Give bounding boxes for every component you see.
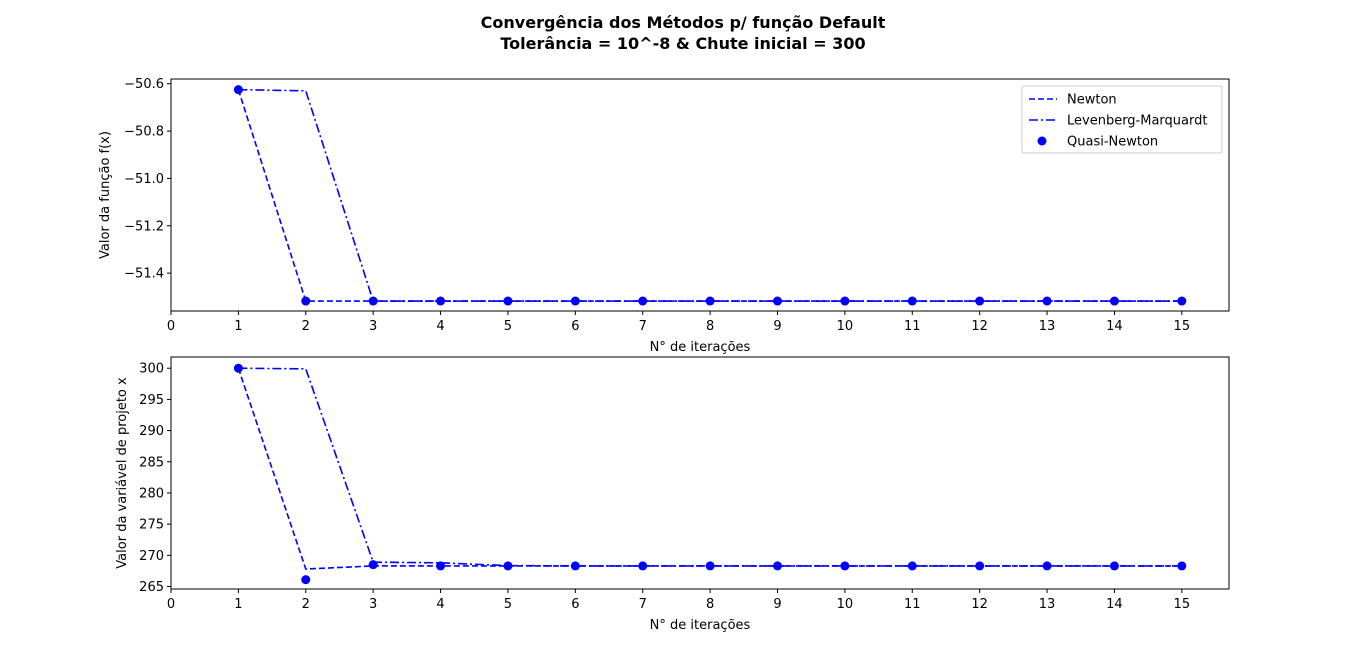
y-tick-label: 270 <box>139 549 164 564</box>
x-tick-label: 8 <box>706 319 714 334</box>
y-tick-label: 265 <box>139 580 164 595</box>
y-tick-label: −51.0 <box>124 172 164 187</box>
x-tick-label: 7 <box>639 319 647 334</box>
quasi-newton-marker <box>436 561 446 571</box>
x-axis-label: N° de iterações <box>650 618 751 633</box>
quasi-newton-marker <box>436 296 446 306</box>
x-tick-label: 2 <box>302 597 310 612</box>
quasi-newton-marker <box>975 296 985 306</box>
quasi-newton-marker <box>503 296 513 306</box>
x-tick-label: 13 <box>1039 597 1056 612</box>
quasi-newton-marker <box>705 561 715 571</box>
chart-legend: Newton Levenberg-Marquardt Quasi-Newton <box>1021 85 1223 154</box>
x-tick-label: 12 <box>971 597 988 612</box>
x-tick-label: 12 <box>971 319 988 334</box>
quasi-newton-marker <box>638 296 648 306</box>
quasi-newton-marker <box>1042 296 1052 306</box>
function-value-plot: 0 1 2 3 4 5 6 7 8 9 10 11 12 13 14 15−51.4−51.2−51.0−50… <box>98 77 1230 355</box>
y-tick-label: −51.2 <box>124 219 164 234</box>
x-tick-label: 11 <box>904 597 921 612</box>
x-tick-label: 1 <box>234 597 242 612</box>
x-tick-label: 3 <box>369 319 377 334</box>
x-tick-label: 1 <box>234 319 242 334</box>
x-tick-label: 9 <box>773 597 781 612</box>
x-tick-label: 7 <box>639 597 647 612</box>
figure-title-line2: Tolerância = 10^-8 & Chute inicial = 300 <box>500 34 865 53</box>
quasi-newton-marker <box>1109 296 1119 306</box>
quasi-newton-marker <box>233 85 243 95</box>
x-tick-label: 13 <box>1039 319 1056 334</box>
legend-label: Quasi-Newton <box>1067 135 1158 150</box>
quasi-newton-marker <box>840 561 850 571</box>
legend-label: Newton <box>1067 93 1117 108</box>
x-tick-label: 2 <box>302 319 310 334</box>
x-tick-label: 4 <box>436 319 444 334</box>
x-tick-label: 5 <box>504 597 512 612</box>
x-tick-label: 0 <box>167 319 175 334</box>
levenberg-marquardt-line <box>238 367 1182 567</box>
y-tick-label: −50.6 <box>124 77 164 92</box>
quasi-newton-marker <box>503 561 513 571</box>
quasi-newton-marker <box>368 296 378 306</box>
x-tick-label: 14 <box>1106 597 1123 612</box>
figure-title-line1: Convergência dos Métodos p/ função Defau… <box>481 13 886 32</box>
quasi-newton-marker <box>772 561 782 571</box>
quasi-newton-marker <box>1109 561 1119 571</box>
y-tick-label: −51.4 <box>124 267 164 282</box>
y-tick-label: 280 <box>139 486 164 501</box>
y-axis-label: Valor da função f(x) <box>98 131 113 259</box>
x-tick-label: 10 <box>837 597 854 612</box>
x-tick-label: 15 <box>1174 597 1191 612</box>
quasi-newton-marker <box>638 561 648 571</box>
y-tick-label: 295 <box>139 393 164 408</box>
quasi-newton-marker <box>772 296 782 306</box>
y-tick-label: 285 <box>139 455 164 470</box>
x-tick-label: 14 <box>1106 319 1123 334</box>
x-tick-label: 5 <box>504 319 512 334</box>
x-tick-label: 9 <box>773 319 781 334</box>
quasi-newton-marker <box>570 296 580 306</box>
quasi-newton-marker <box>570 561 580 571</box>
axes-frame <box>170 356 1230 590</box>
y-axis-label: Valor da variável de projeto x <box>115 377 130 569</box>
y-tick-label: −50.8 <box>124 125 164 140</box>
quasi-newton-marker <box>301 296 311 306</box>
quasi-newton-marker <box>368 560 378 570</box>
x-tick-label: 10 <box>837 319 854 334</box>
quasi-newton-marker <box>233 363 243 373</box>
x-tick-label: 4 <box>436 597 444 612</box>
legend-frame <box>1021 85 1223 154</box>
x-tick-label: 6 <box>571 597 579 612</box>
x-tick-label: 15 <box>1174 319 1191 334</box>
legend-label: Levenberg-Marquardt <box>1067 114 1207 129</box>
quasi-newton-marker <box>1177 561 1187 571</box>
quasi-newton-marker <box>1177 296 1187 306</box>
x-tick-label: 0 <box>167 597 175 612</box>
y-tick-label: 300 <box>139 362 164 377</box>
quasi-newton-marker <box>840 296 850 306</box>
y-tick-label: 290 <box>139 424 164 439</box>
x-axis-label: N° de iterações <box>650 340 751 355</box>
quasi-newton-marker <box>301 575 311 585</box>
design-variable-plot: 0 1 2 3 4 5 6 7 8 9 10 11 12 13 14 15265270275280285290… <box>115 356 1230 633</box>
axes-frame <box>170 78 1230 312</box>
x-tick-label: 6 <box>571 319 579 334</box>
quasi-newton-marker <box>907 561 917 571</box>
quasi-newton-marker <box>975 561 985 571</box>
quasi-newton-marker <box>907 296 917 306</box>
x-tick-label: 3 <box>369 597 377 612</box>
legend-quasi-newton-marker <box>1037 136 1047 146</box>
y-tick-label: 275 <box>139 518 164 533</box>
quasi-newton-marker <box>705 296 715 306</box>
x-tick-label: 11 <box>904 319 921 334</box>
quasi-newton-marker <box>1042 561 1052 571</box>
x-tick-label: 8 <box>706 597 714 612</box>
